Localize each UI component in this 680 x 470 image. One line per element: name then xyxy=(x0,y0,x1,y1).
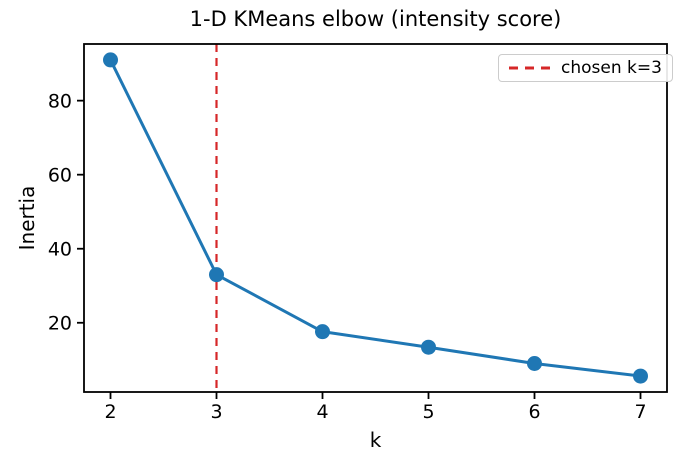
x-tick-label: 3 xyxy=(210,401,222,423)
data-point-k3 xyxy=(209,267,224,283)
x-tick-label: 7 xyxy=(634,401,646,423)
x-tick-label: 2 xyxy=(104,401,116,423)
x-tick-label: 6 xyxy=(528,401,540,423)
y-tick-label: 60 xyxy=(48,165,72,187)
legend-dashed-line-icon xyxy=(509,66,551,70)
y-axis-label: Inertia xyxy=(15,185,39,251)
y-tick-label: 80 xyxy=(48,90,72,112)
chart-title: 1-D KMeans elbow (intensity score) xyxy=(189,7,562,31)
data-point-k6 xyxy=(527,355,542,371)
legend: chosen k=3 xyxy=(498,54,673,82)
data-point-k5 xyxy=(421,339,436,355)
x-tick-label: 5 xyxy=(422,401,434,423)
y-tick-label: 20 xyxy=(48,313,72,335)
inertia-line xyxy=(109,58,642,378)
data-point-k4 xyxy=(315,324,330,340)
data-point-k7 xyxy=(633,368,648,384)
y-tick-label: 40 xyxy=(48,239,72,261)
x-tick-label: 4 xyxy=(316,401,328,423)
legend-entry-label: chosen k=3 xyxy=(561,58,662,78)
x-axis-label: k xyxy=(369,428,382,452)
axes-spines xyxy=(83,43,668,393)
data-point-k2 xyxy=(103,52,118,68)
